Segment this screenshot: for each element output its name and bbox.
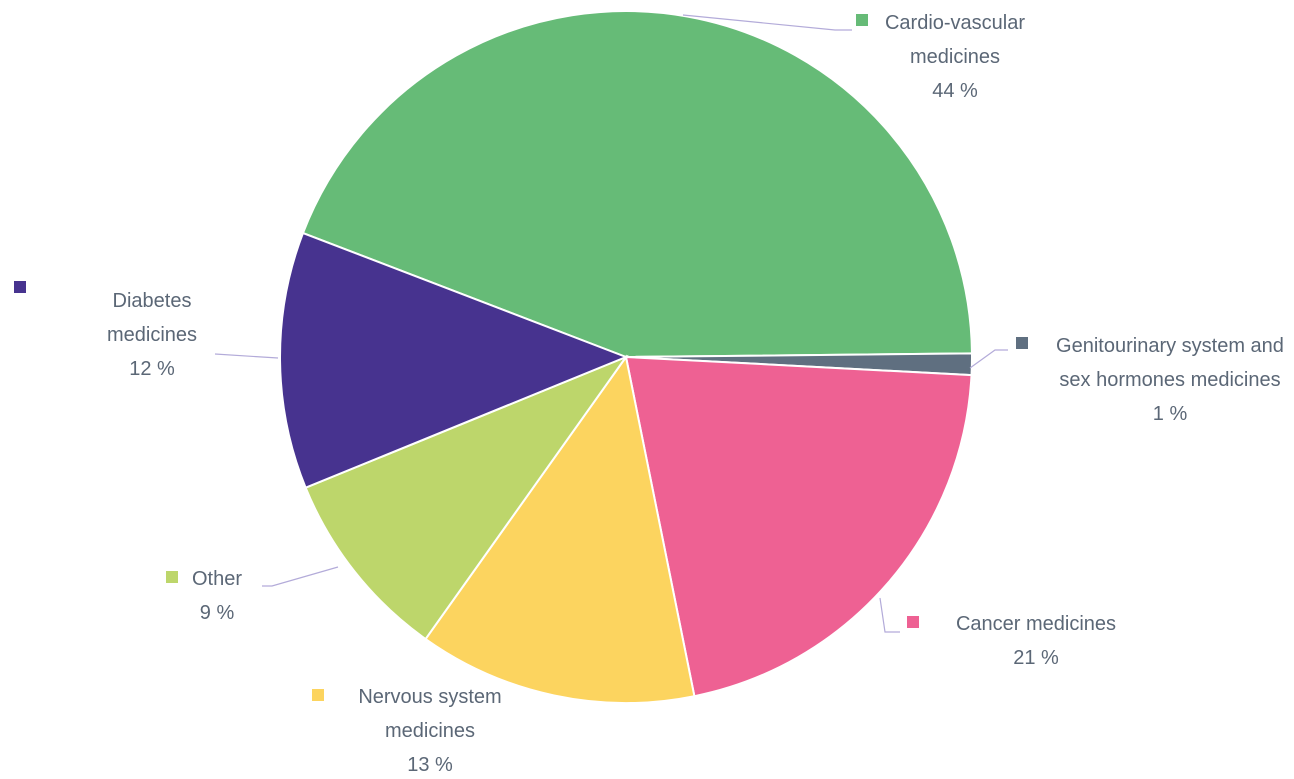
value-label: 9 %: [199, 602, 235, 624]
category-label: Nervous system medicines: [358, 686, 502, 742]
leader-line: [969, 349, 1008, 369]
pie-slice: [424, 354, 696, 704]
legend-swatch: [907, 616, 919, 628]
leader-line: [214, 353, 279, 359]
legend-swatch: [166, 571, 178, 583]
value-label: 44 %: [932, 80, 978, 102]
category-label: Other: [191, 568, 243, 590]
leader-line: [682, 14, 852, 31]
pie-slice: [301, 10, 973, 359]
leader-line: [879, 597, 900, 633]
pie-slice: [279, 231, 629, 490]
value-label: 1 %: [1152, 403, 1188, 425]
category-label: Cardio-vascular medicines: [884, 12, 1026, 68]
pie-slice: [624, 355, 973, 698]
value-label: 13 %: [407, 754, 453, 776]
legend-swatch: [1016, 337, 1028, 349]
value-label: 21 %: [1013, 647, 1059, 669]
slice-label: Cancer medicines 21 %: [920, 607, 1152, 675]
category-label: Cancer medicines: [955, 613, 1117, 635]
leader-line: [262, 566, 339, 587]
legend-swatch: [14, 281, 26, 293]
category-label: Genitourinary system and sex hormones me…: [1056, 335, 1284, 391]
slice-label: Diabetes medicines 12 %: [82, 284, 222, 386]
slice-label: Nervous system medicines 13 %: [335, 680, 525, 779]
slice-label: Cardio-vascular medicines 44 %: [855, 6, 1055, 108]
slice-label: Genitourinary system and sex hormones me…: [1040, 329, 1294, 431]
legend-swatch: [312, 689, 324, 701]
category-label: Diabetes medicines: [106, 290, 198, 346]
slice-label: Other 9 %: [172, 562, 262, 630]
value-label: 12 %: [129, 358, 175, 380]
legend-swatch: [856, 14, 868, 26]
pie-slice: [304, 354, 629, 641]
